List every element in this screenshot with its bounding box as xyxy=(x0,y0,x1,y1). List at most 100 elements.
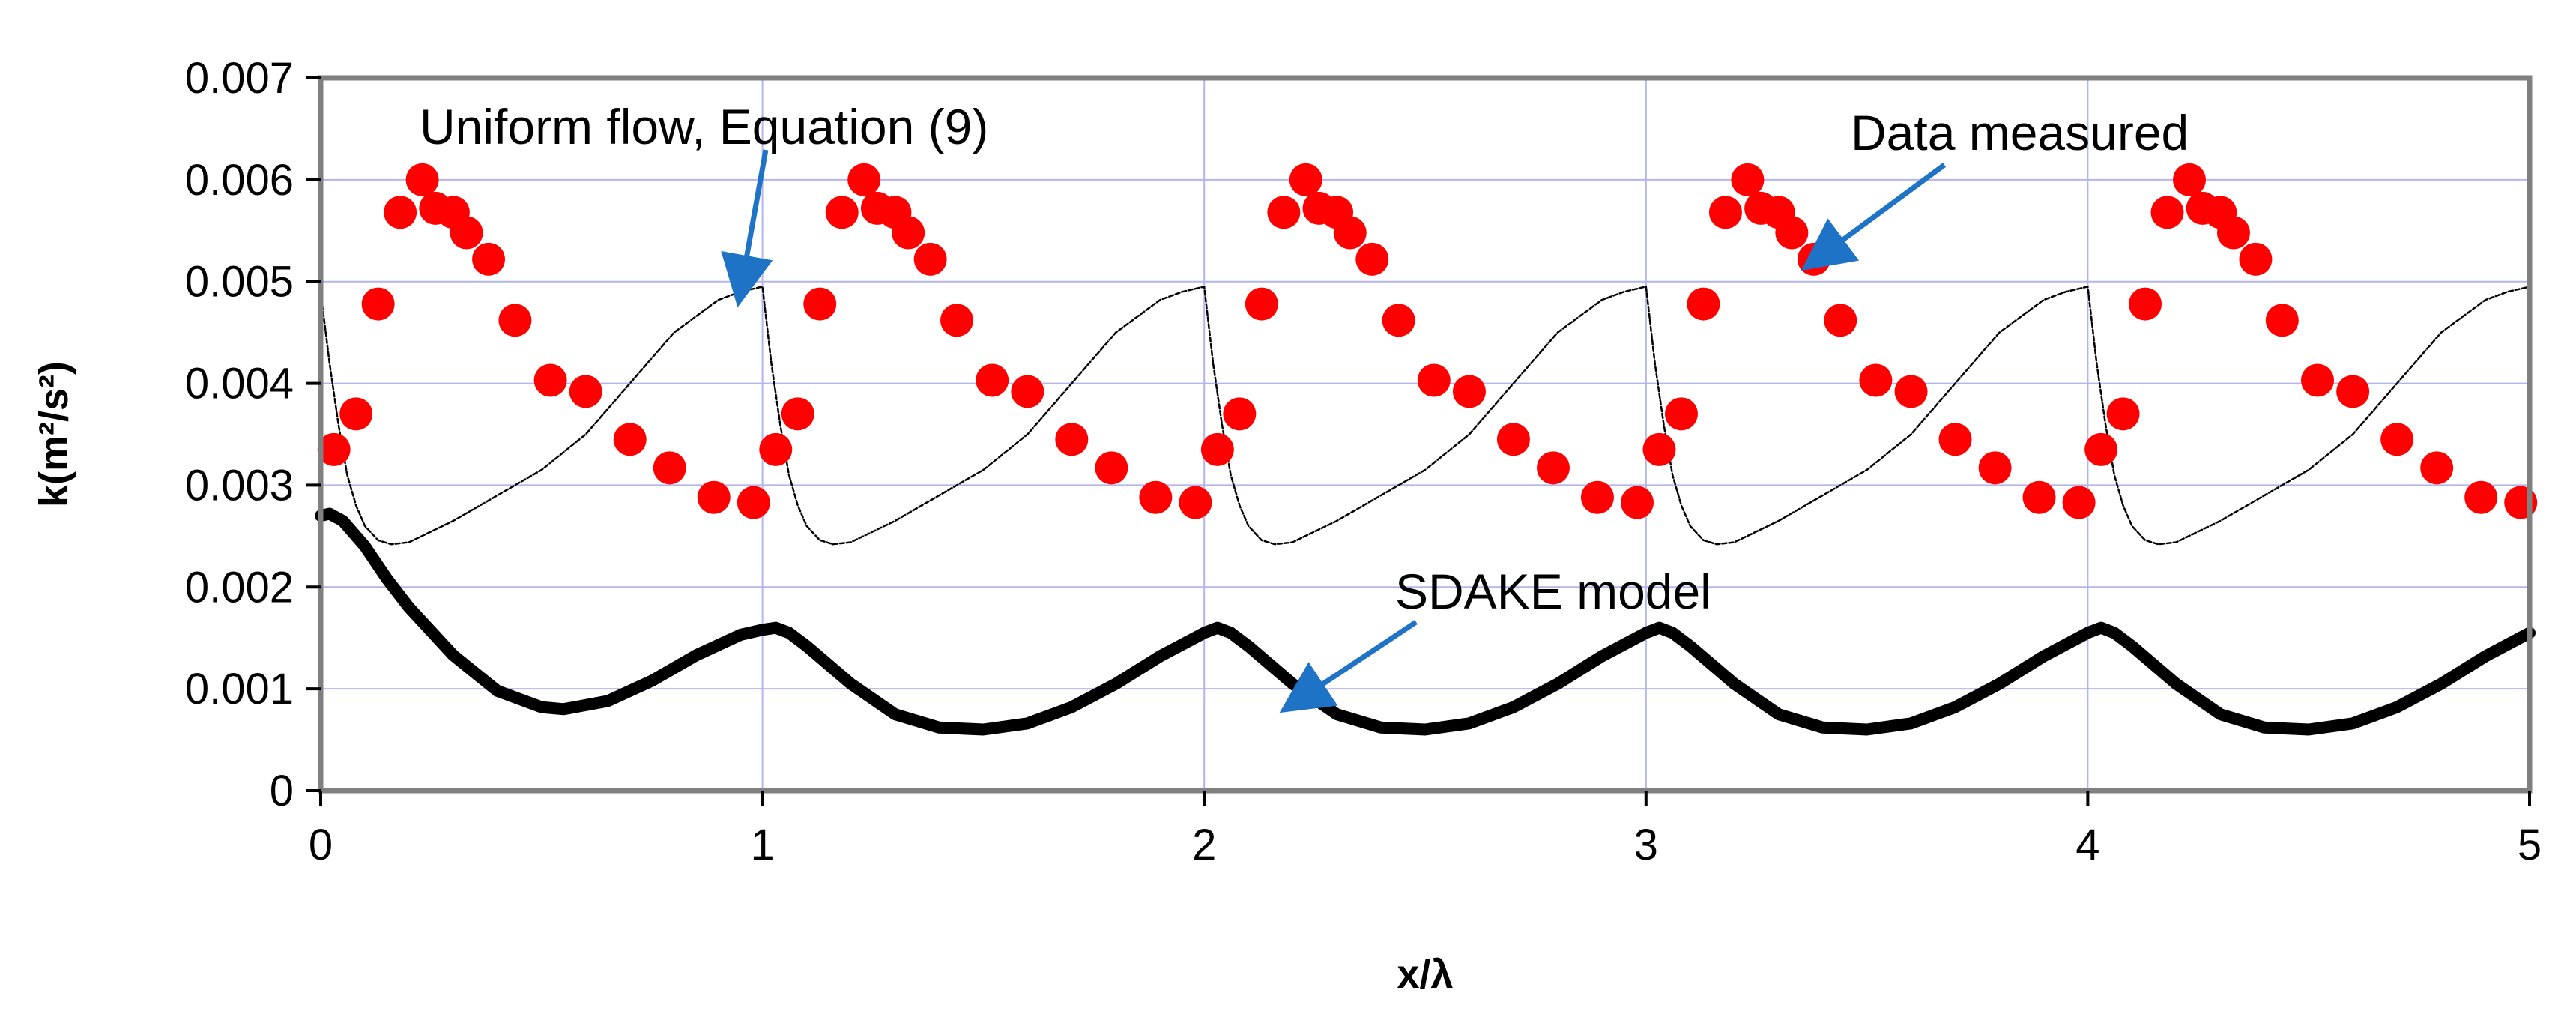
annotation-uniform-flow: Uniform flow, Equation (9) xyxy=(420,99,988,154)
measured-point xyxy=(759,432,793,466)
measured-point xyxy=(2464,480,2498,514)
uniform-flow-line xyxy=(319,286,2531,546)
measured-point xyxy=(1687,287,1720,321)
measured-point xyxy=(2300,363,2334,397)
measured-point xyxy=(825,196,859,229)
measured-point xyxy=(2106,397,2140,431)
measured-point xyxy=(339,397,373,431)
measured-points-layer xyxy=(317,163,2538,519)
y-tick-label-6: 0.006 xyxy=(185,156,294,205)
measured-point xyxy=(1011,375,1044,408)
y-tick-label-3: 0.003 xyxy=(185,461,294,510)
measured-point xyxy=(1536,451,1570,485)
measured-point xyxy=(1621,486,1654,519)
measured-point xyxy=(1664,397,1698,431)
measured-point xyxy=(1200,432,1234,466)
measured-point xyxy=(2062,486,2096,519)
measured-point xyxy=(2129,287,2162,321)
measured-point xyxy=(1452,375,1486,408)
measured-point xyxy=(472,242,506,276)
measured-point xyxy=(892,216,925,250)
plot-frame xyxy=(318,75,2533,794)
x-axis-title: x/λ xyxy=(1397,952,1453,997)
annotation-arrow-0 xyxy=(721,149,773,307)
y-tick-label-1: 0.001 xyxy=(185,665,294,713)
x-tick-label-4: 4 xyxy=(2075,821,2099,869)
measured-point xyxy=(1731,163,1765,196)
measured-point xyxy=(847,163,881,196)
measured-point xyxy=(1289,163,1322,196)
measured-point xyxy=(405,163,439,196)
measured-point xyxy=(2150,196,2184,229)
measured-point xyxy=(737,486,770,519)
measured-point xyxy=(1580,480,1614,514)
measured-point xyxy=(2420,451,2454,485)
measured-point xyxy=(384,196,417,229)
x-tick-label-0: 0 xyxy=(309,821,333,869)
measured-point xyxy=(1382,304,1415,337)
measured-point xyxy=(1223,397,1257,431)
measured-point xyxy=(2239,242,2273,276)
measured-point xyxy=(940,304,974,337)
uniform-flow-layer xyxy=(319,286,2531,546)
measured-point xyxy=(569,375,602,408)
annotation-arrow-1 xyxy=(1801,163,1947,271)
measured-point xyxy=(1333,216,1367,250)
measured-point xyxy=(1978,451,2012,485)
measured-point xyxy=(2022,480,2056,514)
measured-point xyxy=(2336,375,2370,408)
measured-point xyxy=(2265,304,2299,337)
measured-point xyxy=(2084,432,2118,466)
measured-point xyxy=(1708,196,1742,229)
measured-point xyxy=(2216,216,2250,250)
annotation-arrows xyxy=(721,149,1947,713)
measured-point xyxy=(1824,304,1857,337)
measured-point xyxy=(2504,486,2538,519)
measured-point xyxy=(1642,432,1676,466)
measured-point xyxy=(653,451,686,485)
annotation-labels: Uniform flow, Equation (9) Data measured… xyxy=(420,99,2189,619)
measured-point xyxy=(2380,423,2414,456)
measured-point xyxy=(533,363,567,397)
y-tick-label-7: 0.007 xyxy=(185,54,294,103)
measured-point xyxy=(1859,363,1893,397)
measured-point xyxy=(1496,423,1530,456)
y-axis-title: k(m²/s²) xyxy=(31,361,76,507)
measured-point xyxy=(1894,375,1928,408)
measured-point xyxy=(1775,216,1809,250)
x-tick-label-2: 2 xyxy=(1192,821,1216,869)
measured-point xyxy=(361,287,395,321)
measured-point xyxy=(1055,423,1089,456)
measured-point xyxy=(1355,242,1389,276)
measured-point xyxy=(1139,480,1173,514)
x-tick-label-5: 5 xyxy=(2518,821,2542,869)
measured-point xyxy=(450,216,483,250)
x-tick-label-1: 1 xyxy=(750,821,774,869)
measured-point xyxy=(2173,163,2207,196)
sdake-layer xyxy=(315,507,2536,736)
annotation-sdake-model: SDAKE model xyxy=(1395,564,1711,619)
measured-point xyxy=(498,304,532,337)
annotation-data-measured: Data measured xyxy=(1851,105,2189,160)
measured-point xyxy=(913,242,947,276)
y-tick-label-2: 0.002 xyxy=(185,563,294,612)
y-tick-label-4: 0.004 xyxy=(185,360,294,408)
sdake-model-line xyxy=(315,507,2536,736)
measured-point xyxy=(1938,423,1972,456)
measured-point xyxy=(1245,287,1278,321)
measured-point xyxy=(1267,196,1301,229)
axis-ticks: 0 0.001 0.002 0.003 0.004 0.005 0.006 0.007 0 1 2 3… xyxy=(185,54,2542,869)
x-tick-label-3: 3 xyxy=(1634,821,1658,869)
measured-point xyxy=(781,397,814,431)
measured-point xyxy=(317,432,351,466)
measured-point xyxy=(803,287,837,321)
y-tick-label-5: 0.005 xyxy=(185,258,294,307)
measured-point xyxy=(1417,363,1451,397)
measured-point xyxy=(1179,486,1212,519)
measured-point xyxy=(976,363,1009,397)
measured-point xyxy=(697,480,731,514)
y-tick-label-0: 0 xyxy=(270,767,294,815)
grid xyxy=(321,78,2530,791)
measured-point xyxy=(1095,451,1128,485)
